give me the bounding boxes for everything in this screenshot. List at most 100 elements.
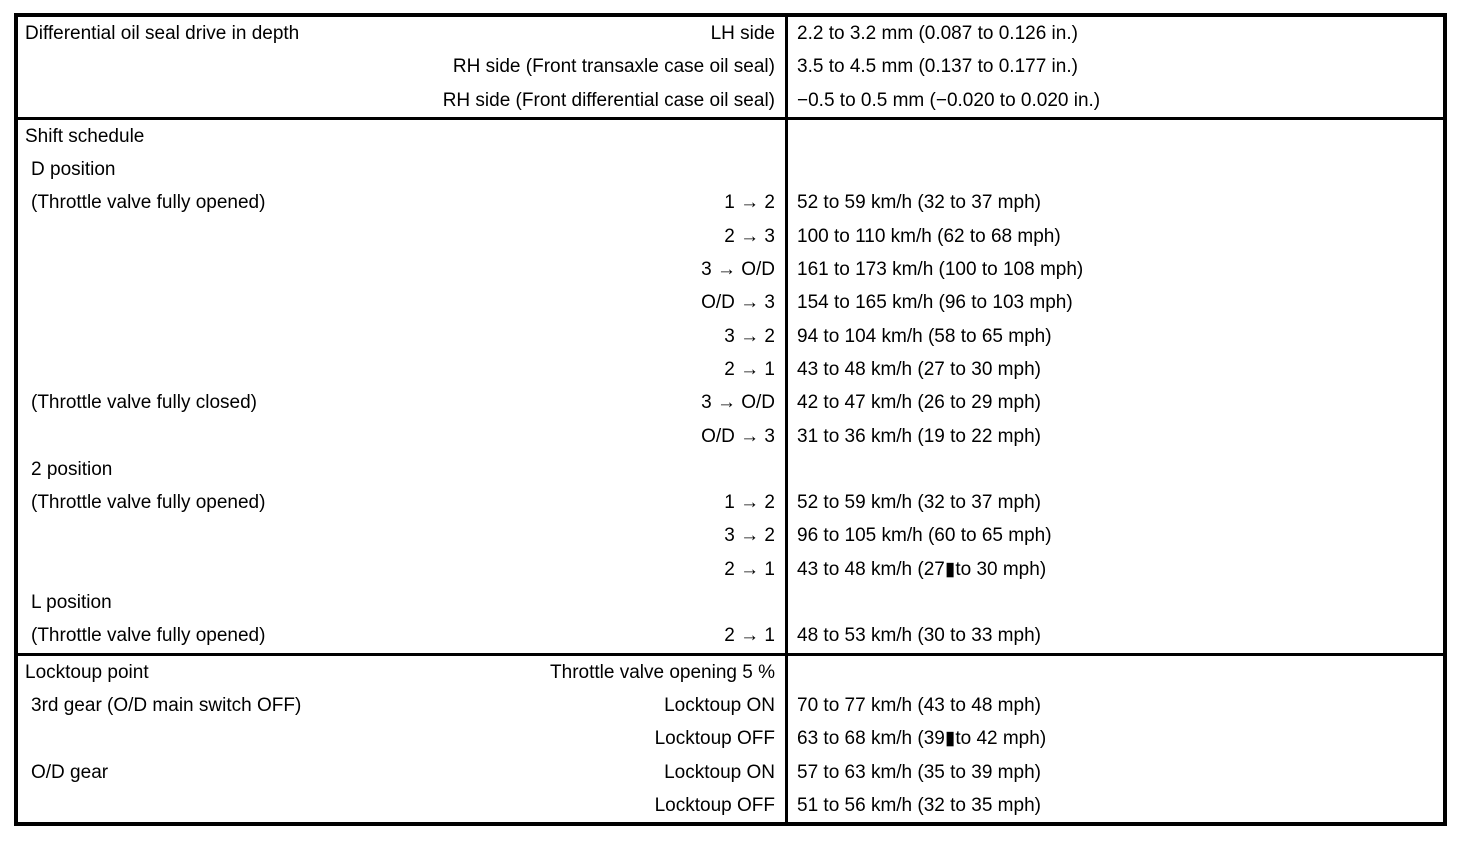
row-left-cell: 3 → 2: [18, 519, 785, 552]
row-sublabel: 3 → O/D: [701, 392, 775, 414]
spec-row: 3 → 2 94 to 104 km/h (58 to 65 mph): [18, 320, 1443, 353]
spec-row: (Throttle valve fully closed) 3 → O/D 42…: [18, 386, 1443, 419]
row-left-cell: D position: [18, 153, 785, 186]
row-left-cell: (Throttle valve fully opened) 2 → 1: [18, 619, 785, 652]
spec-row: 3rd gear (O/D main switch OFF) Locktoup …: [18, 689, 1443, 722]
row-left-cell: (Throttle valve fully closed) 3 → O/D: [18, 386, 785, 419]
row-sublabel: Throttle valve opening 5 %: [550, 661, 775, 683]
row-left-cell: RH side (Front differential case oil sea…: [18, 84, 785, 117]
row-value: 48 to 53 km/h (30 to 33 mph): [797, 625, 1041, 647]
spec-row: 2 position: [18, 453, 1443, 486]
spec-row: (Throttle valve fully opened) 1 → 2 52 t…: [18, 486, 1443, 519]
row-label: (Throttle valve fully closed): [31, 392, 257, 414]
row-value: 57 to 63 km/h (35 to 39 mph): [797, 761, 1041, 783]
row-value: 3.5 to 4.5 mm (0.137 to 0.177 in.): [797, 56, 1078, 78]
spec-row: Shift schedule: [18, 120, 1443, 153]
row-left-cell: Locktoup OFF: [18, 722, 785, 755]
row-sublabel: RH side (Front differential case oil sea…: [442, 89, 775, 111]
row-sublabel: Locktoup OFF: [654, 794, 775, 816]
row-label: L position: [31, 592, 112, 614]
row-value: 2.2 to 3.2 mm (0.087 to 0.126 in.): [797, 23, 1078, 44]
row-left-cell: Locktoup OFF: [18, 789, 785, 822]
row-sublabel: Locktoup OFF: [654, 728, 775, 750]
row-sublabel: O/D → 3: [701, 425, 775, 447]
row-left-cell: O/D → 3: [18, 420, 785, 453]
row-label: 2 position: [31, 458, 113, 480]
row-label: Locktoup point: [25, 661, 149, 683]
spec-row: 2 → 1 43 to 48 km/h (27 to 30 mph): [18, 353, 1443, 386]
row-sublabel: 2 → 3: [724, 225, 775, 247]
row-left-cell: Differential oil seal drive in depth LH …: [18, 17, 785, 50]
row-label: D position: [31, 159, 116, 181]
spec-row: (Throttle valve fully opened) 1 → 2 52 t…: [18, 186, 1443, 219]
row-value: 52 to 59 km/h (32 to 37 mph): [797, 492, 1041, 514]
row-value: 31 to 36 km/h (19 to 22 mph): [797, 425, 1041, 447]
spec-row: (Throttle valve fully opened) 2 → 1 48 t…: [18, 619, 1443, 652]
row-value: 63 to 68 km/h (39▮to 42 mph): [797, 728, 1047, 750]
row-label: O/D gear: [31, 761, 109, 783]
table-section: Locktoup point Throttle valve opening 5 …: [18, 652, 1443, 822]
row-value: 96 to 105 km/h (60 to 65 mph): [797, 525, 1052, 547]
row-left-cell: 3 → 2: [18, 320, 785, 353]
spec-row: Locktoup OFF 51 to 56 km/h (32 to 35 mph…: [18, 789, 1443, 822]
row-left-cell: L position: [18, 586, 785, 619]
row-left-cell: 2 → 3: [18, 220, 785, 253]
row-left-cell: 3 → O/D: [18, 253, 785, 286]
spec-row: O/D → 3 31 to 36 km/h (19 to 22 mph): [18, 420, 1443, 453]
row-left-cell: O/D → 3: [18, 286, 785, 319]
row-left-cell: 2 → 1: [18, 553, 785, 586]
row-sublabel: 3 → 2: [724, 325, 775, 347]
row-left-cell: 2 position: [18, 453, 785, 486]
row-label: (Throttle valve fully opened): [31, 192, 266, 214]
row-left-cell: RH side (Front transaxle case oil seal): [18, 50, 785, 83]
row-sublabel: LH side: [710, 23, 775, 44]
row-sublabel: 1 → 2: [724, 192, 775, 214]
row-sublabel: Locktoup ON: [664, 761, 775, 783]
row-value: 42 to 47 km/h (26 to 29 mph): [797, 392, 1041, 414]
row-left-cell: 3rd gear (O/D main switch OFF) Locktoup …: [18, 689, 785, 722]
row-left-cell: (Throttle valve fully opened) 1 → 2: [18, 186, 785, 219]
spec-row: O/D → 3 154 to 165 km/h (96 to 103 mph): [18, 286, 1443, 319]
row-label: (Throttle valve fully opened): [31, 492, 266, 514]
row-sublabel: 3 → 2: [724, 525, 775, 547]
spec-row: L position: [18, 586, 1443, 619]
row-sublabel: RH side (Front transaxle case oil seal): [452, 56, 775, 78]
column-divider: [785, 17, 788, 823]
spec-row: D position: [18, 153, 1443, 186]
spec-row: RH side (Front differential case oil sea…: [18, 84, 1443, 117]
spec-row: 3 → 2 96 to 105 km/h (60 to 65 mph): [18, 519, 1443, 552]
row-sublabel: 1 → 2: [724, 492, 775, 514]
spec-row: 3 → O/D 161 to 173 km/h (100 to 108 mph): [18, 253, 1443, 286]
spec-row: Locktoup point Throttle valve opening 5 …: [18, 656, 1443, 689]
row-value: 52 to 59 km/h (32 to 37 mph): [797, 192, 1041, 214]
spec-row: 2 → 1 43 to 48 km/h (27▮to 30 mph): [18, 553, 1443, 586]
row-value: 43 to 48 km/h (27▮to 30 mph): [797, 558, 1047, 580]
row-value: 43 to 48 km/h (27 to 30 mph): [797, 358, 1041, 380]
table-section: Differential oil seal drive in depth LH …: [18, 17, 1443, 117]
row-sublabel: 2 → 1: [724, 558, 775, 580]
row-left-cell: Shift schedule: [18, 120, 785, 153]
row-value: −0.5 to 0.5 mm (−0.020 to 0.020 in.): [797, 89, 1101, 111]
row-sublabel: 3 → O/D: [701, 259, 775, 281]
row-value: 161 to 173 km/h (100 to 108 mph): [797, 259, 1084, 281]
row-sublabel: 2 → 1: [724, 358, 775, 380]
row-left-cell: O/D gear Locktoup ON: [18, 756, 785, 789]
row-label: 3rd gear (O/D main switch OFF): [31, 694, 302, 716]
row-label: Differential oil seal drive in depth: [25, 23, 300, 44]
row-sublabel: 2 → 1: [724, 625, 775, 647]
row-left-cell: (Throttle valve fully opened) 1 → 2: [18, 486, 785, 519]
spec-row: RH side (Front transaxle case oil seal) …: [18, 50, 1443, 83]
spec-table: Differential oil seal drive in depth LH …: [14, 13, 1447, 827]
spec-row: Locktoup OFF 63 to 68 km/h (39▮to 42 mph…: [18, 722, 1443, 755]
row-label: Shift schedule: [25, 125, 145, 147]
row-value: 70 to 77 km/h (43 to 48 mph): [797, 694, 1041, 716]
row-value: 51 to 56 km/h (32 to 35 mph): [797, 794, 1041, 816]
table-section: Shift schedule D position (Throttle valv…: [18, 116, 1443, 653]
row-label: (Throttle valve fully opened): [31, 625, 266, 647]
spec-row: 2 → 3 100 to 110 km/h (62 to 68 mph): [18, 220, 1443, 253]
row-value: 100 to 110 km/h (62 to 68 mph): [797, 225, 1061, 247]
row-sublabel: Locktoup ON: [664, 694, 775, 716]
spec-row: Differential oil seal drive in depth LH …: [18, 17, 1443, 50]
row-left-cell: Locktoup point Throttle valve opening 5 …: [18, 656, 785, 689]
